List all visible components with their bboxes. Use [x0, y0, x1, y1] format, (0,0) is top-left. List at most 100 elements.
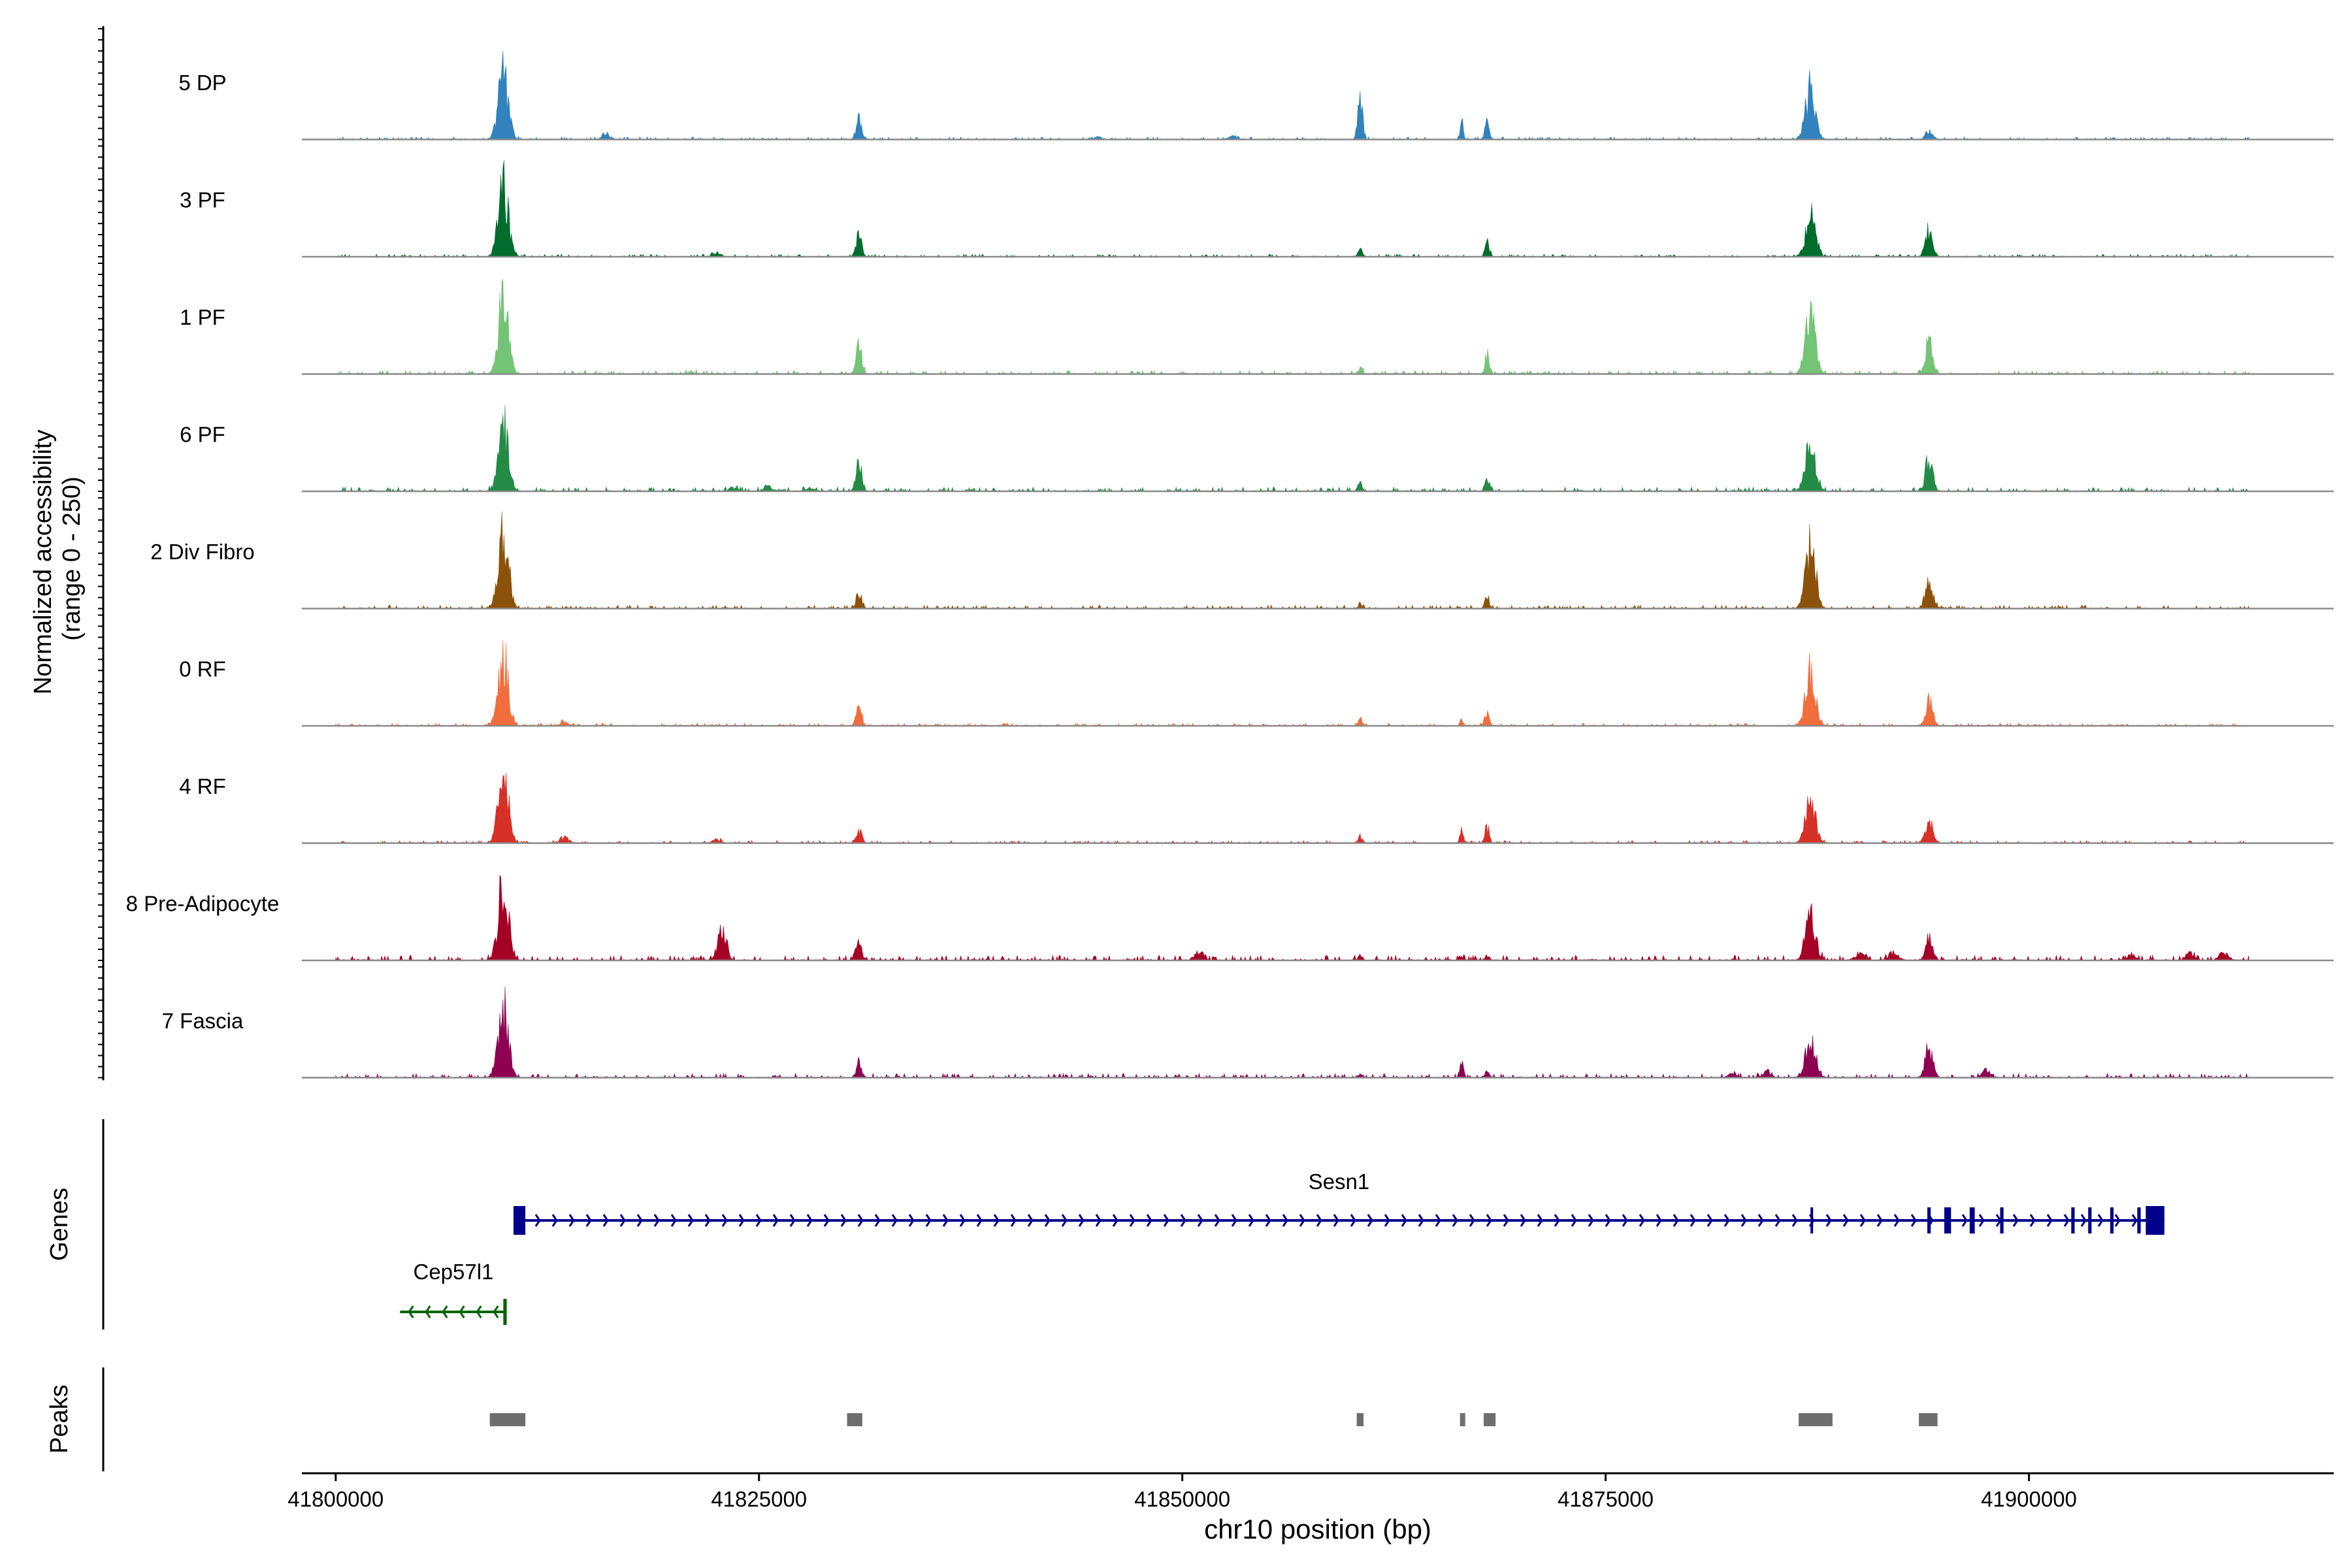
- strand-arrow: [1859, 1214, 1866, 1227]
- track-label: 4 RF: [179, 774, 226, 798]
- coverage-area: [335, 160, 2249, 257]
- exon: [1969, 1207, 1975, 1233]
- strand-arrow: [1265, 1214, 1271, 1227]
- strand-arrow: [976, 1214, 983, 1227]
- strand-arrow: [1180, 1214, 1186, 1227]
- strand-arrow: [1367, 1214, 1373, 1227]
- peaks-track: Peaks: [46, 1367, 1938, 1471]
- strand-arrow: [721, 1214, 728, 1227]
- peak-region: [1460, 1413, 1465, 1426]
- x-tick-label: 41850000: [1134, 1487, 1230, 1511]
- strand-arrow: [1723, 1214, 1730, 1227]
- track-label: 5 DP: [178, 71, 226, 95]
- exon: [2088, 1207, 2092, 1233]
- gene-sesn1: Sesn1: [513, 1169, 2164, 1235]
- coverage-area: [335, 772, 2249, 844]
- strand-arrow: [1842, 1214, 1849, 1227]
- coverage-area: [335, 512, 2249, 610]
- genes-track-label: Genes: [46, 1188, 73, 1261]
- track-label: 3 PF: [180, 188, 225, 212]
- strand-arrow: [806, 1214, 813, 1227]
- strand-arrow: [1537, 1214, 1543, 1227]
- track-5-dp: 5 DP: [178, 50, 2334, 140]
- strand-arrow: [772, 1214, 779, 1227]
- track-7-fascia: 7 Fascia: [162, 987, 2334, 1079]
- strand-arrow: [755, 1214, 762, 1227]
- strand-arrow: [2114, 1214, 2121, 1227]
- peak-region: [847, 1413, 862, 1426]
- coverage-area: [335, 405, 2249, 492]
- strand-arrow: [840, 1214, 847, 1227]
- strand-arrow: [653, 1214, 660, 1227]
- track-label: 6 PF: [180, 423, 225, 447]
- exon: [503, 1299, 507, 1325]
- strand-arrow: [1774, 1214, 1781, 1227]
- strand-arrow: [1401, 1214, 1407, 1227]
- y-axis-label-line1: Normalized accessibility: [29, 430, 57, 694]
- exon: [1810, 1207, 1814, 1233]
- exon: [2137, 1207, 2141, 1233]
- track-2-div-fibro: 2 Div Fibro: [150, 512, 2334, 610]
- strand-arrow: [1791, 1214, 1798, 1227]
- gene-name: Sesn1: [1309, 1169, 1370, 1194]
- strand-arrow: [1469, 1214, 1475, 1227]
- strand-arrow: [2131, 1214, 2138, 1227]
- peaks-track-label: Peaks: [46, 1384, 73, 1454]
- x-tick-label: 41875000: [1558, 1487, 1654, 1511]
- strand-arrow: [1027, 1214, 1034, 1227]
- strand-arrow: [619, 1214, 626, 1227]
- strand-arrow: [1146, 1214, 1152, 1227]
- strand-arrow: [2029, 1214, 2036, 1227]
- strand-arrow: [476, 1305, 482, 1318]
- track-label: 0 RF: [179, 657, 226, 681]
- x-tick-label: 41825000: [711, 1487, 807, 1511]
- coverage-area: [335, 50, 2249, 140]
- strand-arrow: [1910, 1214, 1917, 1227]
- strand-arrow: [993, 1214, 1000, 1227]
- strand-arrow: [1740, 1214, 1747, 1227]
- strand-arrow: [1078, 1214, 1085, 1227]
- strand-arrow: [1588, 1214, 1594, 1227]
- strand-arrow: [2063, 1214, 2070, 1227]
- strand-arrow: [891, 1214, 898, 1227]
- strand-arrow: [2012, 1214, 2019, 1227]
- strand-arrow: [585, 1214, 592, 1227]
- peak-region: [1919, 1413, 1938, 1426]
- strand-arrow: [687, 1214, 694, 1227]
- strand-arrow: [1825, 1214, 1832, 1227]
- strand-arrow: [459, 1305, 465, 1318]
- x-tick-label: 41900000: [1981, 1487, 2077, 1511]
- exon: [1927, 1207, 1931, 1233]
- strand-arrow: [1010, 1214, 1017, 1227]
- track-3-pf: 3 PF: [180, 160, 2334, 258]
- peak-region: [1356, 1413, 1364, 1426]
- strand-arrow: [1112, 1214, 1119, 1227]
- strand-arrow: [1554, 1214, 1560, 1227]
- coverage-tracks: 5 DP 3 PF 1 PF 6 PF 2 Div Fibro 0 RF 4 RF 8 Pre…: [126, 50, 2334, 1079]
- track-label: 7 Fascia: [162, 1009, 244, 1033]
- strand-arrow: [1622, 1214, 1628, 1227]
- strand-arrow: [636, 1214, 643, 1227]
- strand-arrow: [908, 1214, 915, 1227]
- track-label: 1 PF: [180, 305, 225, 329]
- strand-arrow: [534, 1214, 541, 1227]
- strand-arrow: [1503, 1214, 1509, 1227]
- strand-arrow: [1214, 1214, 1220, 1227]
- strand-arrow: [2080, 1214, 2087, 1227]
- y-axis-label-line2: (range 0 - 250): [58, 476, 86, 640]
- strand-arrow: [1571, 1214, 1577, 1227]
- strand-arrow: [1197, 1214, 1203, 1227]
- strand-arrow: [670, 1214, 677, 1227]
- strand-arrow: [1095, 1214, 1102, 1227]
- strand-arrow: [1316, 1214, 1322, 1227]
- strand-arrow: [493, 1305, 499, 1318]
- strand-arrow: [1452, 1214, 1458, 1227]
- strand-arrow: [2097, 1214, 2104, 1227]
- strand-arrow: [1299, 1214, 1305, 1227]
- strand-arrow: [1639, 1214, 1645, 1227]
- strand-arrow: [1248, 1214, 1254, 1227]
- exon: [2110, 1207, 2114, 1233]
- exon: [2146, 1206, 2164, 1235]
- strand-arrow: [874, 1214, 881, 1227]
